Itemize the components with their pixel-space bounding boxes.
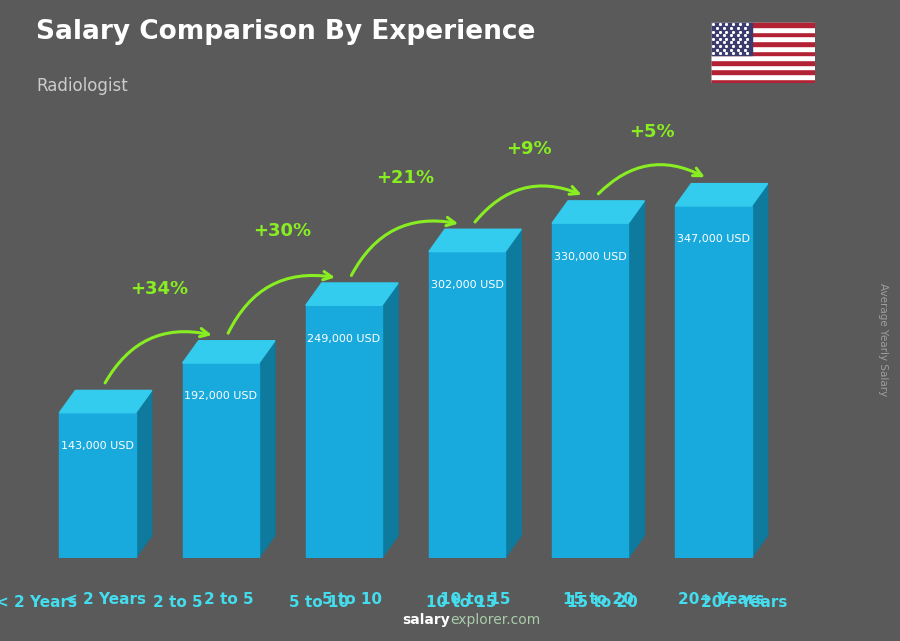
Text: 10 to 15: 10 to 15 xyxy=(440,592,510,607)
Polygon shape xyxy=(259,341,275,558)
Polygon shape xyxy=(306,305,382,558)
Polygon shape xyxy=(552,201,644,223)
Text: Radiologist: Radiologist xyxy=(36,77,128,95)
Bar xyxy=(711,22,752,55)
Polygon shape xyxy=(429,229,521,251)
Polygon shape xyxy=(59,390,152,413)
Text: salary: salary xyxy=(402,613,450,627)
Text: +9%: +9% xyxy=(506,140,552,158)
Bar xyxy=(711,65,814,69)
Text: 10 to 15: 10 to 15 xyxy=(426,595,496,610)
Polygon shape xyxy=(136,390,152,558)
Text: 192,000 USD: 192,000 USD xyxy=(184,392,257,401)
Polygon shape xyxy=(505,229,521,558)
Text: Salary Comparison By Experience: Salary Comparison By Experience xyxy=(36,19,536,46)
Text: +5%: +5% xyxy=(629,123,675,141)
Polygon shape xyxy=(183,341,275,363)
Text: 347,000 USD: 347,000 USD xyxy=(677,235,750,244)
Text: 5 to 10: 5 to 10 xyxy=(322,592,382,607)
Text: Average Yearly Salary: Average Yearly Salary xyxy=(878,283,887,396)
Polygon shape xyxy=(675,183,768,206)
Polygon shape xyxy=(306,283,398,305)
Text: 15 to 20: 15 to 20 xyxy=(567,595,638,610)
Text: < 2 Years: < 2 Years xyxy=(0,595,76,610)
Bar xyxy=(711,69,814,74)
Bar xyxy=(711,55,814,60)
Bar xyxy=(711,46,814,51)
Polygon shape xyxy=(628,201,644,558)
Bar xyxy=(711,27,814,32)
Text: 302,000 USD: 302,000 USD xyxy=(431,280,503,290)
Text: 20+ Years: 20+ Years xyxy=(679,592,765,607)
Bar xyxy=(711,51,814,55)
Polygon shape xyxy=(675,206,752,558)
Text: 249,000 USD: 249,000 USD xyxy=(308,334,381,344)
Text: 143,000 USD: 143,000 USD xyxy=(61,441,134,451)
Text: 2 to 5: 2 to 5 xyxy=(204,592,254,607)
Text: < 2 Years: < 2 Years xyxy=(65,592,146,607)
Polygon shape xyxy=(429,251,505,558)
Polygon shape xyxy=(752,183,768,558)
Polygon shape xyxy=(382,283,398,558)
Bar xyxy=(711,22,814,27)
Polygon shape xyxy=(552,223,628,558)
Text: 15 to 20: 15 to 20 xyxy=(562,592,634,607)
Polygon shape xyxy=(183,363,259,558)
Bar xyxy=(711,79,814,83)
Text: +21%: +21% xyxy=(376,169,435,187)
Text: explorer.com: explorer.com xyxy=(450,613,540,627)
Bar xyxy=(711,37,814,41)
Text: 5 to 10: 5 to 10 xyxy=(289,595,349,610)
Bar xyxy=(711,32,814,37)
Text: 2 to 5: 2 to 5 xyxy=(153,595,202,610)
Bar xyxy=(711,74,814,79)
Bar xyxy=(711,60,814,65)
Text: 330,000 USD: 330,000 USD xyxy=(554,251,626,262)
Text: +30%: +30% xyxy=(253,222,311,240)
Bar xyxy=(711,41,814,46)
Text: 20+ Years: 20+ Years xyxy=(701,595,788,610)
Polygon shape xyxy=(59,413,136,558)
Text: +34%: +34% xyxy=(130,280,188,298)
